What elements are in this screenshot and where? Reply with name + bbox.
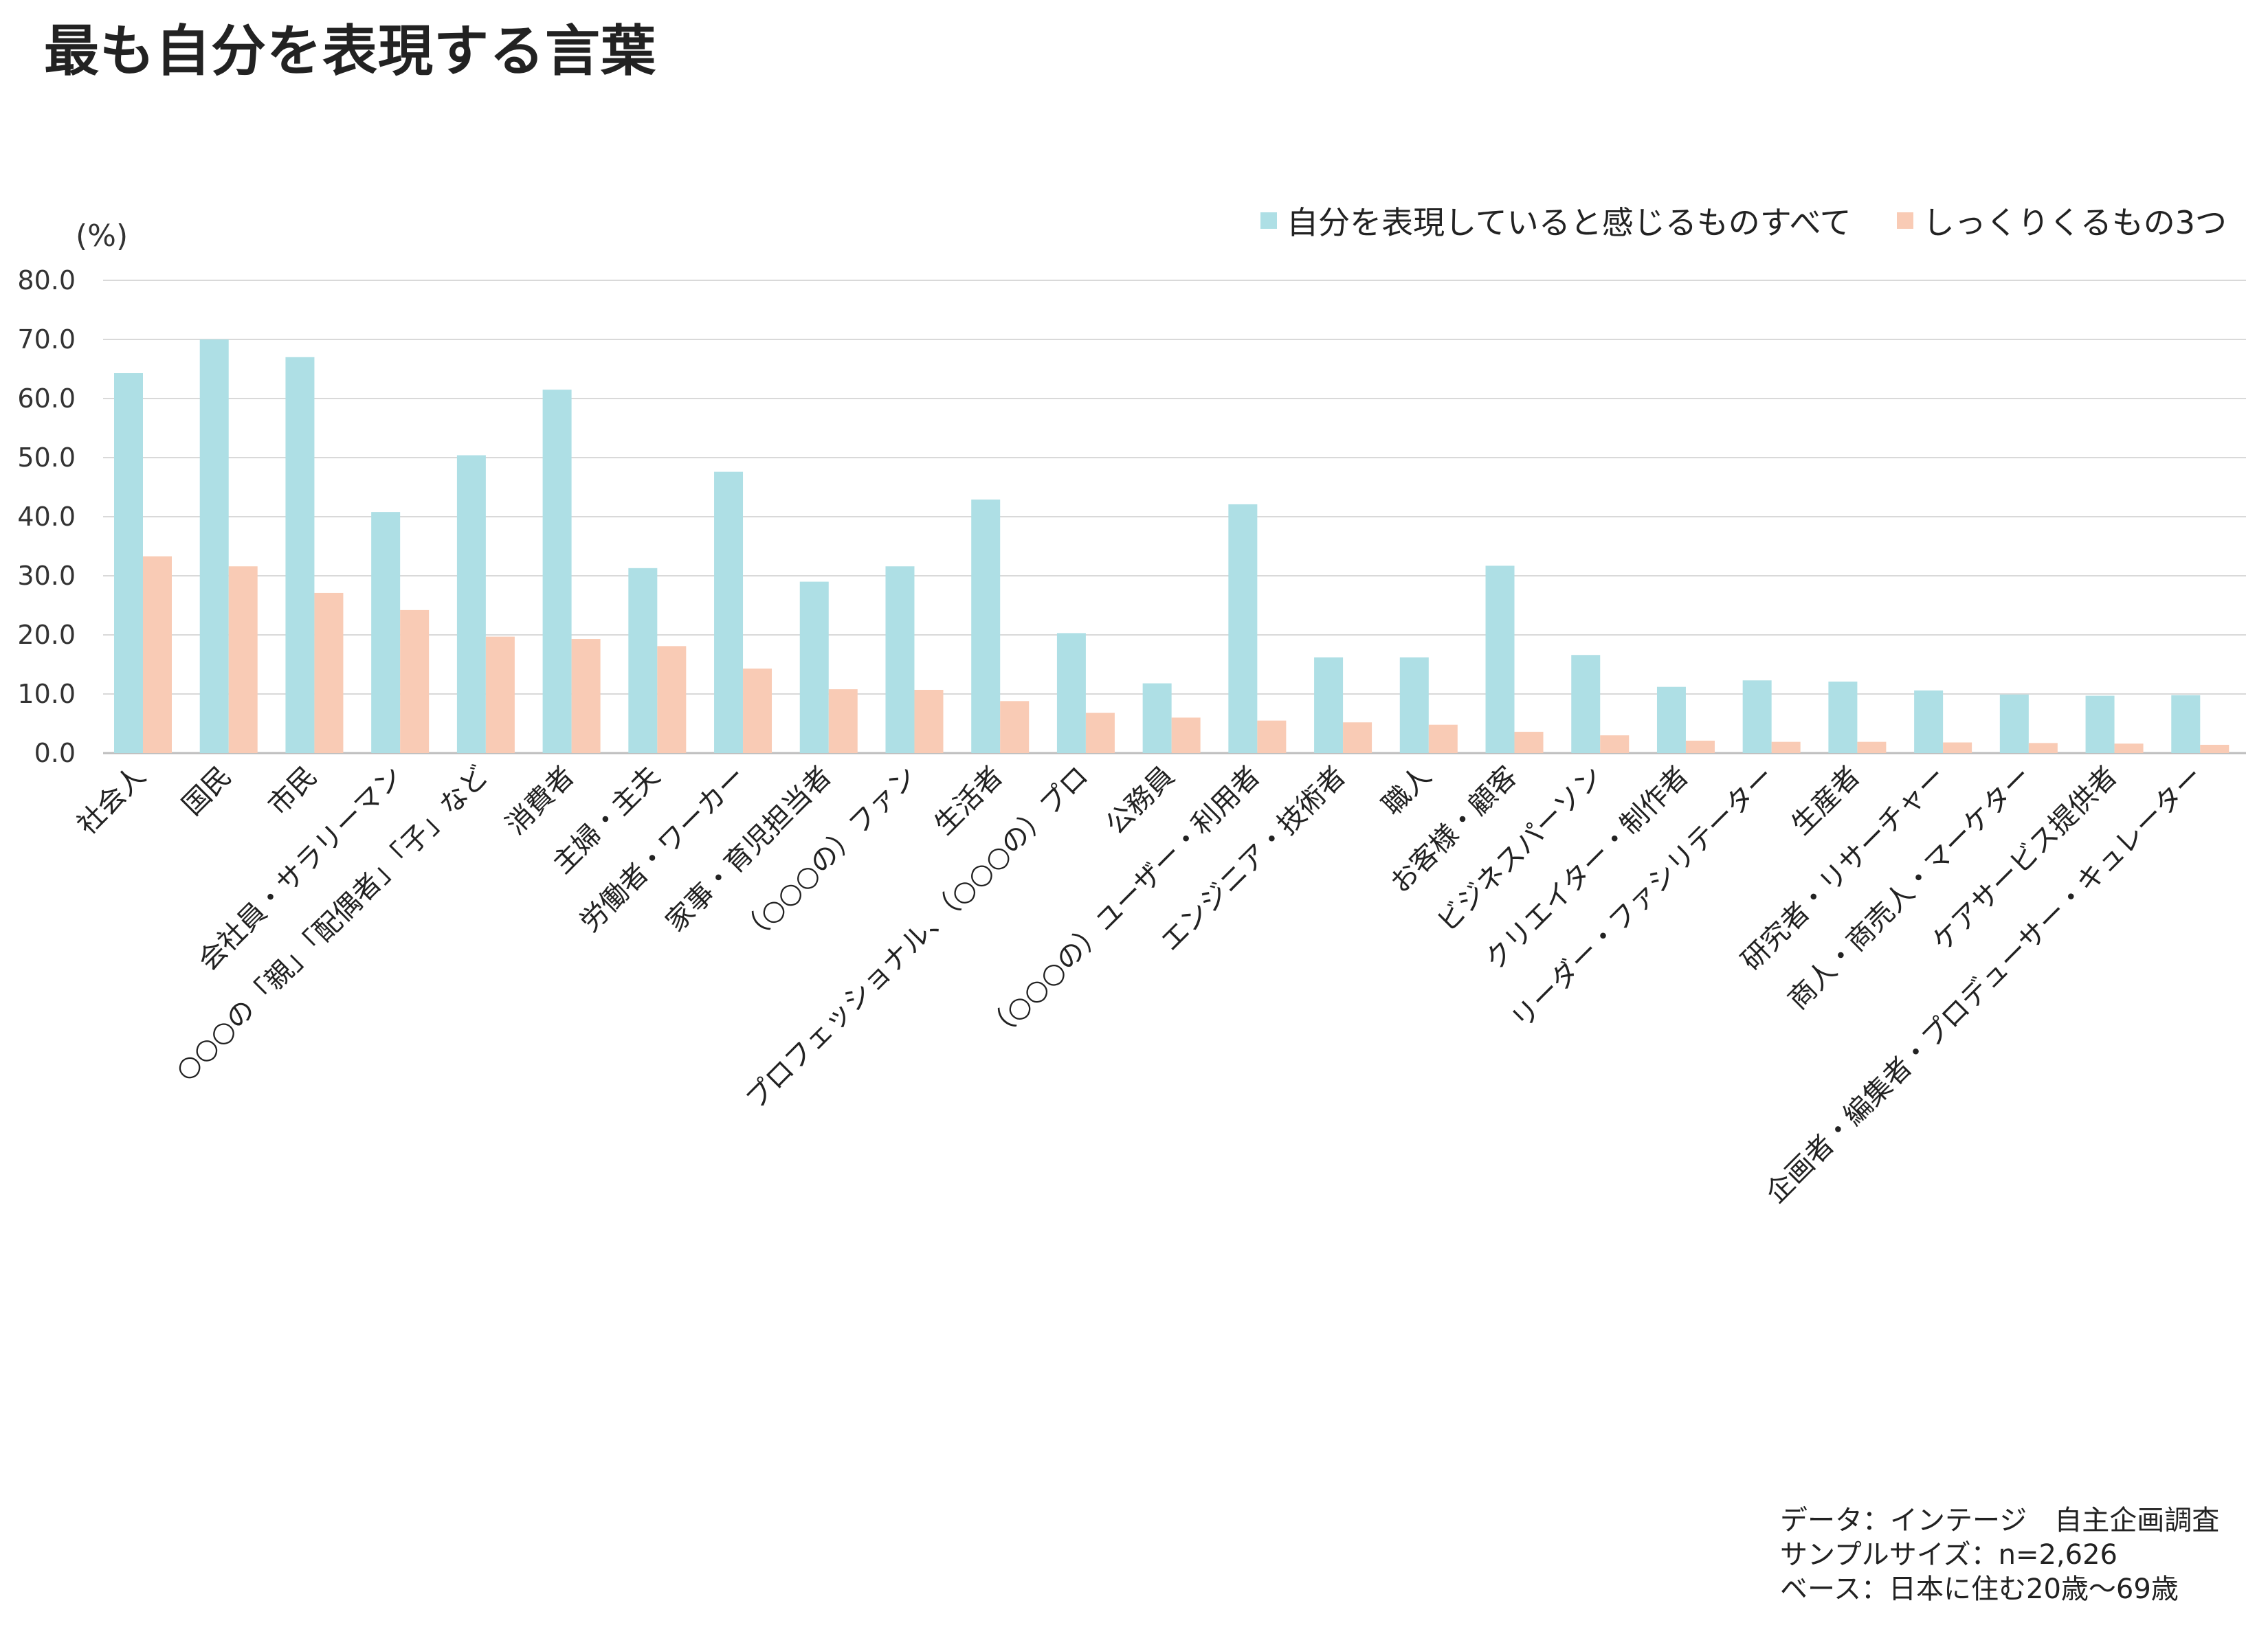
x-category-label: 国民 xyxy=(177,761,238,822)
bar-top3 xyxy=(228,566,258,753)
bar-all xyxy=(1742,680,1772,753)
bar-all xyxy=(456,455,486,753)
bar-top3 xyxy=(400,609,430,753)
bar-all xyxy=(114,373,143,753)
bar-all xyxy=(971,500,1001,753)
source-note: データ：インテージ 自主企画調査 サンプルサイズ：n=2,626 ベース：日本に… xyxy=(1780,1503,2219,1606)
bar-top3 xyxy=(743,669,772,753)
bar-top3 xyxy=(1514,732,1544,753)
x-category-label: 市民 xyxy=(262,761,323,822)
x-category-label: ○○○の「親」「配偶者」「子」など xyxy=(169,761,495,1086)
bar-all xyxy=(2171,695,2201,753)
legend: 自分を表現していると感じるものすべて しっくりくるもの3つ xyxy=(1260,198,2227,243)
legend-swatch-peach xyxy=(1896,212,1913,229)
bars xyxy=(114,339,2230,753)
bar-top3 xyxy=(1171,717,1201,753)
y-tick-label: 40.0 xyxy=(17,502,76,532)
bar-top3 xyxy=(571,639,601,753)
bar-all xyxy=(1142,683,1172,753)
bar-top3 xyxy=(1085,713,1115,753)
bar-all xyxy=(1571,655,1601,753)
bar-top3 xyxy=(2200,744,2230,753)
sample-size-line: サンプルサイズ：n=2,626 xyxy=(1780,1539,2117,1571)
bar-all xyxy=(885,566,915,753)
bar-all xyxy=(1999,694,2029,753)
y-tick-label: 10.0 xyxy=(17,679,76,709)
y-tick-label: 50.0 xyxy=(17,442,76,473)
base-line: ベース：日本に住む20歳〜69歳 xyxy=(1780,1573,2179,1605)
x-category-label: 職人 xyxy=(1377,761,1438,822)
legend-item-top3: しっくりくるもの3つ xyxy=(1896,198,2227,243)
legend-item-all: 自分を表現していると感じるものすべて xyxy=(1260,198,1852,243)
y-tick-label: 20.0 xyxy=(17,620,76,650)
bar-all xyxy=(285,357,315,753)
bar-top3 xyxy=(657,646,687,753)
x-category-label: 家事・育児担当者 xyxy=(660,761,838,939)
x-category-label: 労働者・ワーカー xyxy=(574,761,752,939)
bar-top3 xyxy=(1000,701,1030,753)
bar-all xyxy=(2085,695,2115,753)
bar-all xyxy=(1314,657,1344,753)
bar-all xyxy=(628,568,658,753)
bar-top3 xyxy=(1257,720,1287,753)
x-category-label: ビジネスパーソン xyxy=(1432,761,1610,939)
bar-all xyxy=(1228,504,1258,753)
bar-top3 xyxy=(143,556,172,753)
bar-top3 xyxy=(2028,743,2058,753)
y-tick-label: 30.0 xyxy=(17,561,76,591)
bar-all xyxy=(1399,657,1429,753)
bar-all xyxy=(371,512,401,753)
bar-top3 xyxy=(1343,722,1372,753)
x-category-label: 社会人 xyxy=(71,761,152,841)
bar-top3 xyxy=(314,592,344,753)
y-tick-label: 70.0 xyxy=(17,324,76,355)
bar-all xyxy=(1914,690,1944,753)
bar-top3 xyxy=(1685,740,1715,753)
x-category-label: 消費者 xyxy=(500,761,580,841)
y-tick-label: 80.0 xyxy=(17,265,76,295)
x-category-label: 生産者 xyxy=(1786,761,1866,841)
y-tick-labels: 0.0 10.0 20.0 30.0 40.0 50.0 60.0 70.0 80.0 xyxy=(17,265,76,768)
bar-all xyxy=(199,339,229,753)
bar-all xyxy=(1656,686,1686,753)
bar-all xyxy=(1485,565,1515,753)
bar-top3 xyxy=(1943,742,1972,753)
x-category-label: 生活者 xyxy=(929,761,1009,841)
bar-top3 xyxy=(828,689,858,753)
source-line: データ：インテージ 自主企画調査 xyxy=(1780,1505,2220,1536)
legend-label-all: 自分を表現していると感じるものすべて xyxy=(1287,204,1852,241)
y-tick-label: 0.0 xyxy=(34,738,76,768)
bar-all xyxy=(1828,681,1858,753)
bar-all xyxy=(1056,633,1086,753)
bar-top3 xyxy=(2114,743,2144,753)
bar-top3 xyxy=(914,689,944,753)
legend-label-top3: しっくりくるもの3つ xyxy=(1922,204,2227,241)
bar-top3 xyxy=(485,636,515,753)
bar-top3 xyxy=(1857,741,1887,753)
bar-top3 xyxy=(1771,741,1801,753)
y-axis-label: (%) xyxy=(76,218,128,254)
bar-top3 xyxy=(1428,724,1458,753)
y-tick-label: 60.0 xyxy=(17,383,76,414)
bar-all xyxy=(542,390,572,753)
bar-all xyxy=(714,471,744,753)
x-category-label: 公務員 xyxy=(1100,761,1180,841)
legend-swatch-blue xyxy=(1260,212,1278,229)
bar-top3 xyxy=(1600,735,1630,753)
page-title: 最も自分を表現する言葉 xyxy=(44,19,656,83)
bar-all xyxy=(799,581,829,753)
